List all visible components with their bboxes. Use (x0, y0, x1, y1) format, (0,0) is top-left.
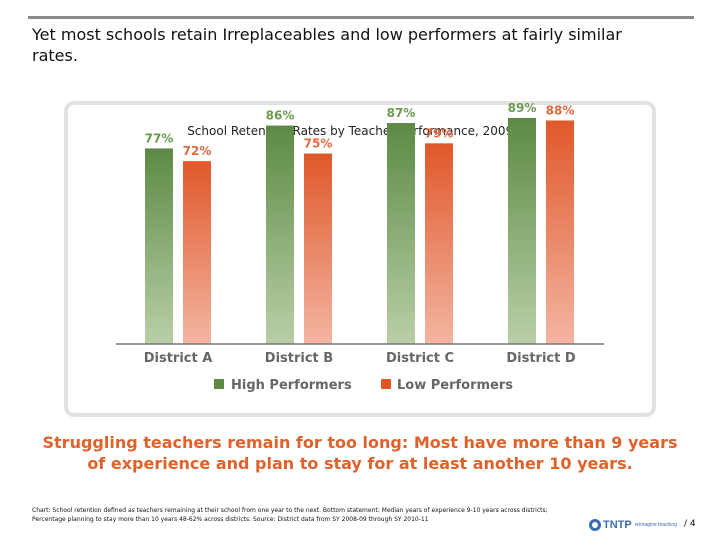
category-label-2: District B (265, 351, 333, 366)
data-label-low-1: 72% (183, 144, 212, 158)
category-label-1: District A (144, 351, 213, 366)
footnote: Chart: School retention defined as teach… (32, 507, 548, 523)
data-label-high-4: 89% (508, 101, 537, 115)
data-label-high-1: 77% (145, 131, 174, 145)
category-label-4: District D (506, 351, 576, 366)
logo-tagline: reimagine teaching (634, 522, 677, 528)
data-label-low-4: 88% (546, 103, 575, 117)
data-label-high-3: 87% (387, 106, 416, 120)
bar-low-1 (183, 161, 211, 344)
bar-high-2 (266, 125, 294, 344)
legend-swatch-high (214, 379, 224, 389)
data-label-low-2: 75% (304, 137, 333, 151)
legend-label-low: Low Performers (397, 378, 513, 393)
legend-swatch-low (381, 379, 391, 389)
bar-high-1 (145, 148, 173, 344)
data-label-high-2: 86% (266, 109, 295, 123)
bar-low-4 (546, 120, 574, 344)
bar-high-4 (508, 117, 536, 344)
page-number: / 4 (684, 519, 696, 529)
bar-low-2 (304, 153, 332, 344)
tntp-logo: TNTP reimagine teaching (589, 516, 677, 534)
logo-text: TNTP (603, 519, 632, 531)
legend-label-high: High Performers (231, 378, 352, 393)
slide-title: Yet most schools retain Irreplaceables a… (32, 25, 622, 65)
data-label-low-3: 79% (425, 126, 454, 140)
bar-low-3 (425, 143, 453, 344)
title-rule (28, 16, 694, 19)
headline: Struggling teachers remain for too long:… (42, 433, 678, 473)
category-label-3: District C (386, 351, 454, 366)
tntp-logo-icon (589, 519, 601, 531)
chart-title: School Retention Rates by Teacher Perfor… (187, 124, 533, 138)
bar-high-3 (387, 123, 415, 345)
